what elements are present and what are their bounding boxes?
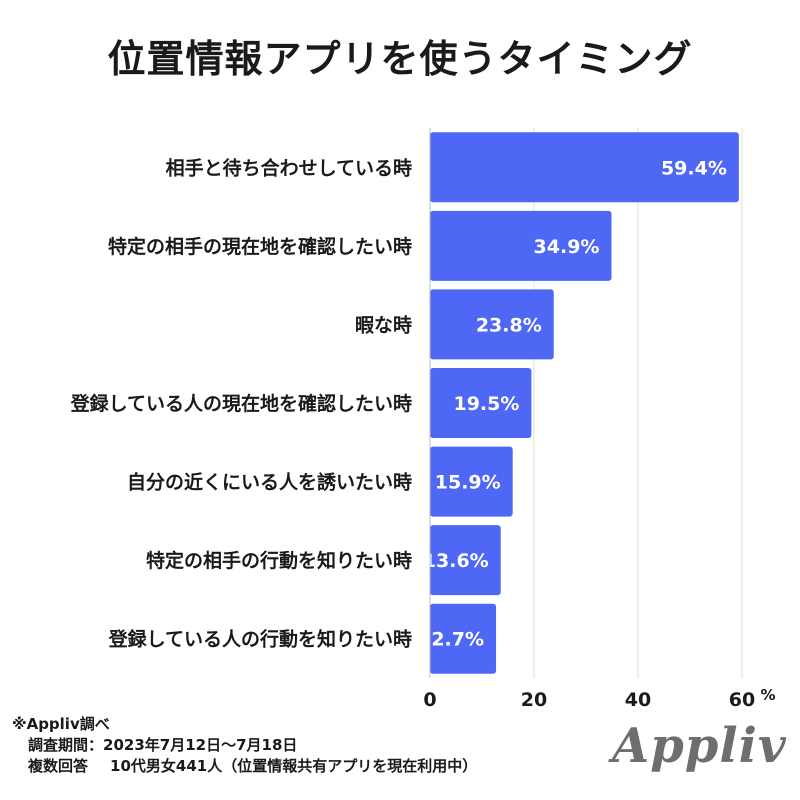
bar-3 [430,289,554,360]
bar-6 [430,525,501,596]
category-label-2: 特定の相手の現在地を確認したい時 [108,235,412,258]
bar-value-label-7: 12.7% [418,629,484,651]
category-label-3: 暇な時 [355,314,412,336]
category-label-1: 相手と待ち合わせしている時 [166,156,412,179]
bar-value-label-1: 59.4% [661,157,727,179]
bar-4 [430,368,532,438]
bar-chart: 59.4% 相手と待ち合わせしている時 34.9% 特定の相手の現在地を確認したい時 2… [70,128,776,711]
bar-value-label-2: 34.9% [534,236,600,258]
x-tick-label-0: 0 [423,689,436,711]
bar-2 [430,210,612,281]
appliv-logo: Appliv [612,718,787,774]
x-tick-label-40: 40 [625,689,651,711]
survey-sample: 複数回答 10代男女441人（位置情報共有アプリを現在利用中） [12,756,477,777]
bar-value-label-5: 15.9% [435,472,501,494]
category-label-7: 登録している人の行動を知りたい時 [108,628,412,651]
bar-7 [430,603,497,674]
survey-period-label: 調査期間： [28,736,104,754]
category-label-5: 自分の近くにいる人を誘いたい時 [127,471,412,494]
survey-period: 調査期間：2023年7月12日〜7月18日 [12,735,477,756]
bar-value-label-6: 13.6% [423,550,489,572]
bar-value-label-3: 23.8% [476,314,542,336]
bar-value-label-4: 19.5% [453,393,519,415]
bar-5 [430,446,513,517]
source-note: ※Appliv調べ [12,715,110,733]
survey-sample-value: 10代男女441人（位置情報共有アプリを現在利用中） [110,757,478,775]
x-tick-label-60: 60 [729,689,755,711]
survey-period-value: 2023年7月12日〜7月18日 [103,736,298,754]
chart-title: 位置情報アプリを使うタイミング [107,37,693,81]
survey-sample-label: 複数回答 [28,757,89,775]
category-label-4: 登録している人の現在地を確認したい時 [70,392,412,415]
footnote: ※Appliv調べ 調査期間：2023年7月12日〜7月18日 複数回答 10代男… [12,714,477,777]
x-axis-unit: % [760,686,775,704]
category-label-6: 特定の相手の行動を知りたい時 [146,549,412,572]
bar-1 [430,132,739,203]
x-tick-label-20: 20 [521,689,547,711]
